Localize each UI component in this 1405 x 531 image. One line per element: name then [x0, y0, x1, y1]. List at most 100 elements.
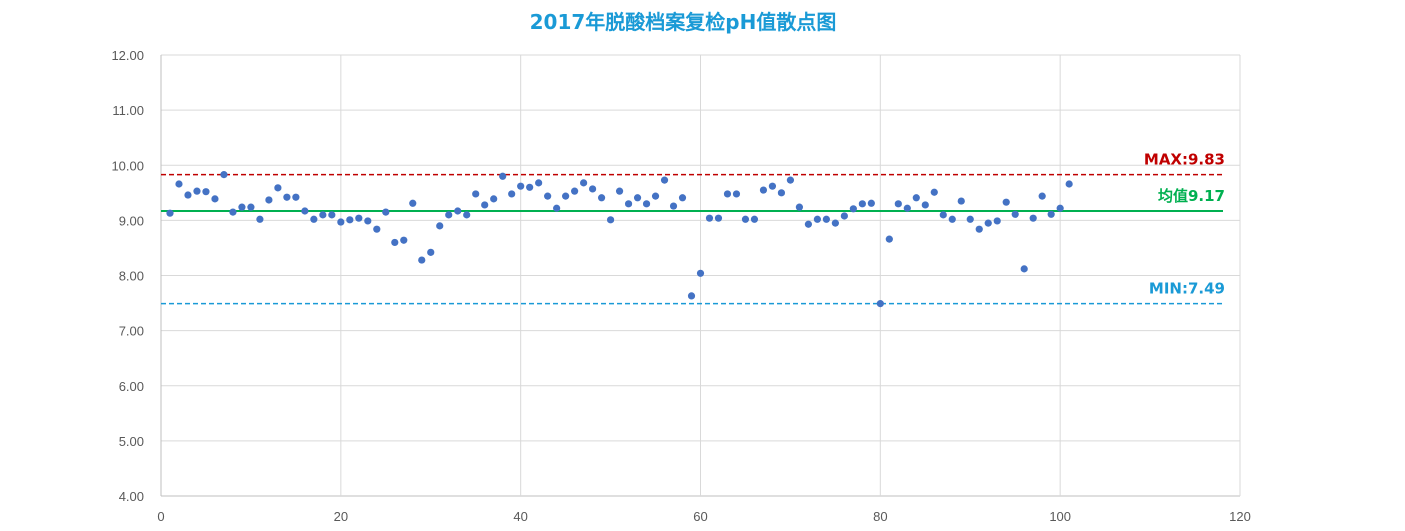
data-point	[544, 192, 552, 200]
data-point	[867, 199, 875, 207]
data-point	[687, 292, 696, 300]
data-point	[193, 187, 201, 195]
data-point	[912, 194, 920, 202]
data-point	[885, 235, 893, 243]
min-label: MIN:7.49	[1149, 280, 1225, 298]
data-point	[175, 180, 183, 188]
data-point	[750, 215, 759, 223]
data-point	[526, 183, 534, 191]
data-point	[669, 202, 678, 210]
x-tick-label: 20	[334, 509, 348, 524]
data-point	[571, 187, 579, 195]
data-point	[957, 197, 965, 205]
data-point	[184, 191, 192, 199]
data-point	[975, 225, 983, 233]
data-point	[274, 184, 282, 192]
chart-title: 2017年脱酸档案复检pH值散点图	[529, 10, 837, 34]
data-point	[903, 204, 911, 212]
data-point	[562, 192, 570, 200]
data-point	[364, 217, 372, 225]
data-point	[589, 185, 597, 193]
data-point	[265, 196, 273, 204]
data-point	[939, 211, 947, 219]
data-point	[921, 201, 929, 209]
x-tick-label: 80	[873, 509, 887, 524]
data-point	[301, 207, 309, 215]
data-point	[1011, 210, 1019, 218]
data-point	[454, 207, 462, 215]
data-point	[813, 215, 821, 223]
data-point	[966, 215, 974, 223]
data-point	[490, 195, 498, 203]
data-point	[355, 214, 363, 222]
data-point	[741, 215, 750, 223]
x-axis-ticks: 0 20 40 60 80 100 120	[157, 509, 1250, 524]
data-point	[418, 256, 426, 264]
y-tick-label: 9.00	[119, 213, 144, 228]
y-tick-label: 5.00	[119, 434, 144, 449]
data-point	[777, 189, 786, 197]
data-point	[211, 195, 219, 203]
data-point	[615, 187, 624, 195]
data-point	[310, 215, 318, 223]
y-tick-label: 6.00	[119, 379, 144, 394]
data-point	[732, 190, 741, 198]
data-point	[238, 203, 246, 211]
data-point	[696, 269, 705, 277]
data-point	[993, 217, 1001, 225]
data-point	[1002, 198, 1010, 206]
data-point	[337, 218, 345, 226]
data-point	[391, 238, 399, 247]
data-point	[705, 214, 714, 222]
data-point	[553, 204, 561, 212]
y-tick-label: 11.00	[112, 103, 144, 118]
data-point	[723, 190, 732, 198]
data-point	[373, 225, 381, 233]
x-tick-label: 40	[513, 509, 527, 524]
data-point	[229, 208, 237, 216]
gridlines	[160, 54, 1241, 497]
y-axis-ticks: 4.00 5.00 6.00 7.00 8.00 9.00 10.00 11.00 12.00	[111, 48, 144, 504]
data-point	[714, 214, 723, 222]
data-point	[660, 176, 669, 184]
data-point	[247, 203, 255, 211]
data-point	[1038, 192, 1046, 200]
data-point	[795, 203, 804, 211]
data-point	[651, 192, 660, 200]
data-point	[831, 219, 839, 227]
data-point	[786, 176, 795, 184]
data-point	[1029, 214, 1037, 222]
data-point	[400, 236, 408, 244]
data-point	[508, 190, 516, 198]
data-point	[481, 201, 489, 209]
data-point	[876, 300, 884, 308]
data-point	[642, 200, 651, 208]
data-point	[382, 208, 390, 216]
data-point	[840, 212, 848, 220]
data-point	[220, 171, 228, 179]
y-tick-label: 10.00	[111, 158, 144, 173]
x-tick-label: 100	[1049, 509, 1071, 524]
data-point	[849, 205, 857, 213]
data-point	[535, 179, 543, 187]
data-point	[256, 215, 264, 223]
data-point	[436, 222, 444, 230]
data-point	[328, 211, 336, 219]
data-point	[984, 219, 992, 227]
data-point	[517, 182, 525, 190]
data-point	[319, 211, 327, 219]
data-point	[445, 211, 453, 219]
data-point	[858, 200, 866, 208]
data-point	[678, 194, 687, 202]
max-label: MAX:9.83	[1144, 151, 1225, 169]
data-point	[292, 193, 300, 201]
y-tick-label: 8.00	[119, 269, 144, 284]
data-point	[597, 194, 606, 202]
x-tick-label: 60	[693, 509, 707, 524]
data-point	[768, 182, 777, 190]
data-point	[822, 215, 830, 223]
data-point	[624, 200, 633, 208]
y-tick-label: 4.00	[119, 489, 144, 504]
data-point	[283, 193, 291, 201]
